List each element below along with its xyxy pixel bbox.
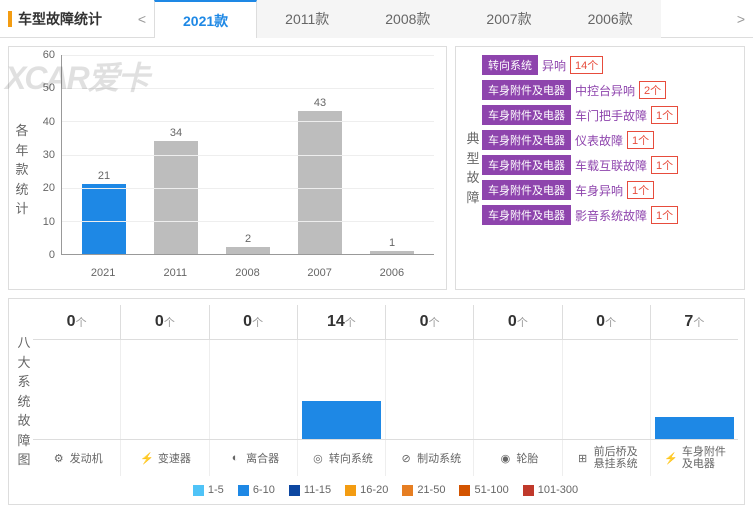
legend-item: 6-10 [238,484,275,496]
legend-item: 1-5 [193,484,224,496]
systems-grid: 0个0个0个14个0个0个0个7个 ⚙发动机⚡变速器◐离合器◎转向系统⊘制动系统… [33,305,738,498]
title-bar: 车型故障统计 [0,9,130,29]
title-accent [8,11,12,27]
x-axis: 20212011200820072006 [61,267,434,279]
sys-label: ⚡车身附件及电器 [651,440,738,476]
bar-2008: 2 [224,233,272,254]
fault-item[interactable]: 车身附件及电器车门把手故障1个 [482,105,736,125]
systems-panel: 八大系统故障图 0个0个0个14个0个0个0个7个 ⚙发动机⚡变速器◐离合器◎转… [8,298,745,505]
bar-chart: 0102030405060 21 34 2 43 1 20212011200820072… [31,55,438,285]
fault-list-panel: 典型故障 转向系统异响14个车身附件及电器中控台异响2个车身附件及电器车门把手故… [455,46,745,290]
sys-icon: ⊘ [398,450,414,466]
page-title: 车型故障统计 [18,9,102,29]
header: 车型故障统计 < 2021款2011款2008款2007款2006款 > [0,0,753,38]
fault-item[interactable]: 车身附件及电器仪表故障1个 [482,130,736,150]
color-legend: 1-5 6-10 11-15 16-20 21-50 51-100 101-300 [33,476,738,498]
sys-bar [210,340,298,439]
legend-item: 21-50 [402,484,445,496]
fault-item[interactable]: 车身附件及电器影音系统故障1个 [482,205,736,225]
prev-arrow[interactable]: < [130,11,154,27]
yearly-chart-panel: 各年款统计 0102030405060 21 34 2 43 1 20212011200… [8,46,447,290]
plot-area: 21 34 2 43 1 [61,55,434,255]
tab-2021款[interactable]: 2021款 [154,0,257,38]
bar-2006: 1 [368,237,416,254]
legend-item: 16-20 [345,484,388,496]
systems-bars [33,340,738,440]
sys-bar [474,340,562,439]
sys-count: 0个 [121,305,209,339]
sys-bar [563,340,651,439]
sys-count: 0个 [386,305,474,339]
sys-icon: ⊞ [575,450,591,466]
next-arrow[interactable]: > [729,11,753,27]
bar-2021: 21 [80,170,128,254]
sys-label: ⊞前后桥及悬挂系统 [563,440,651,476]
sys-icon: ⚙ [51,450,67,466]
sys-bar [651,340,738,439]
sys-icon: ◐ [227,450,243,466]
tab-2006款[interactable]: 2006款 [560,0,661,38]
sys-bar [298,340,386,439]
tab-2007款[interactable]: 2007款 [458,0,559,38]
fault-item[interactable]: 转向系统异响14个 [482,55,736,75]
legend-item: 11-15 [289,484,331,496]
sys-icon: ⚡ [139,450,155,466]
fault-list: 转向系统异响14个车身附件及电器中控台异响2个车身附件及电器车门把手故障1个车身… [482,55,736,281]
y-axis: 0102030405060 [31,55,59,255]
systems-header: 0个0个0个14个0个0个0个7个 [33,305,738,340]
legend-item: 51-100 [459,484,508,496]
sys-label: ◐离合器 [210,440,298,476]
legend-item: 101-300 [523,484,578,496]
sys-icon: ◉ [497,450,513,466]
sys-count: 0个 [210,305,298,339]
sys-count: 0个 [563,305,651,339]
systems-footer: ⚙发动机⚡变速器◐离合器◎转向系统⊘制动系统◉轮胎⊞前后桥及悬挂系统⚡车身附件及… [33,440,738,476]
year-tabs: 2021款2011款2008款2007款2006款 [154,0,729,38]
sys-label: ⊘制动系统 [386,440,474,476]
sys-icon: ◎ [310,450,326,466]
sys-icon: ⚡ [663,450,679,466]
systems-vlabel: 八大系统故障图 [15,305,33,498]
fault-item[interactable]: 车身附件及电器中控台异响2个 [482,80,736,100]
chart-vlabel: 各年款统计 [13,55,31,285]
sys-label: ⚙发动机 [33,440,121,476]
sys-bar [121,340,209,439]
fault-item[interactable]: 车身附件及电器车载互联故障1个 [482,155,736,175]
fault-item[interactable]: 车身附件及电器车身异响1个 [482,180,736,200]
sys-label: ◉轮胎 [474,440,562,476]
fault-vlabel: 典型故障 [464,55,482,281]
sys-bar [33,340,121,439]
sys-bar [386,340,474,439]
sys-label: ◎转向系统 [298,440,386,476]
sys-count: 0个 [33,305,121,339]
sys-count: 7个 [651,305,738,339]
sys-label: ⚡变速器 [121,440,209,476]
sys-count: 14个 [298,305,386,339]
bar-2011: 34 [152,127,200,254]
sys-count: 0个 [474,305,562,339]
tab-2011款[interactable]: 2011款 [257,0,357,38]
bar-2007: 43 [296,97,344,254]
tab-2008款[interactable]: 2008款 [357,0,458,38]
